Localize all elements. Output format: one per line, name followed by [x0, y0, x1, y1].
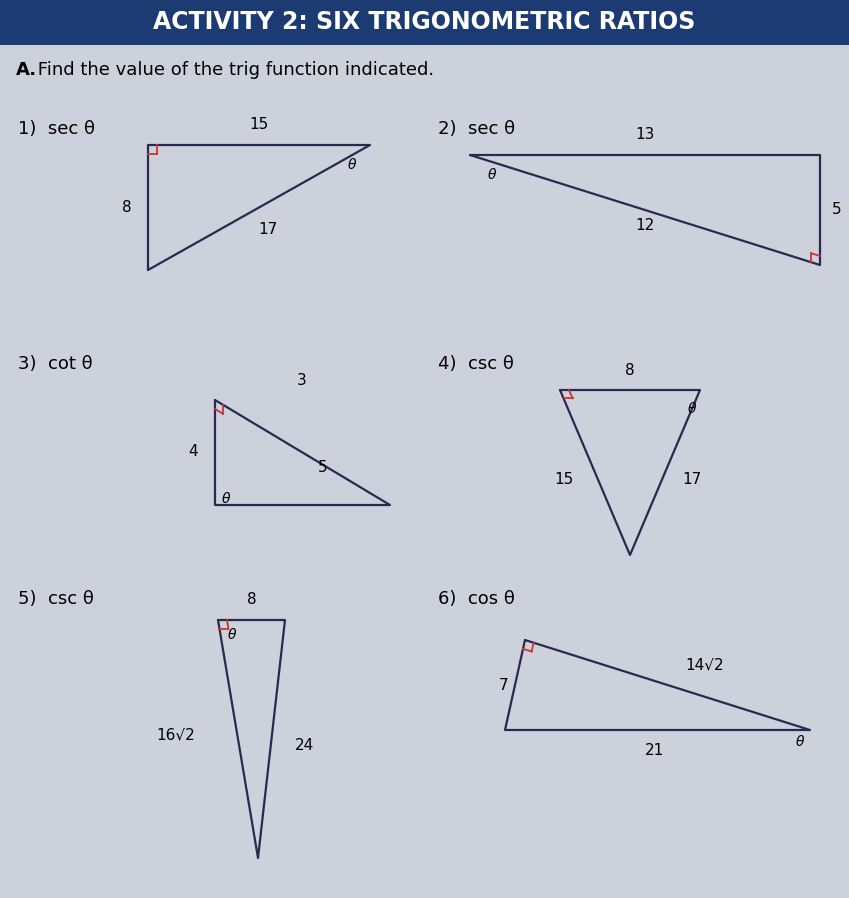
- Bar: [0, 0, 849, 45]
- Text: 4: 4: [188, 445, 198, 460]
- Text: 17: 17: [258, 222, 278, 237]
- Text: θ: θ: [796, 735, 805, 749]
- Text: 13: 13: [635, 127, 655, 142]
- Text: 1)  sec θ: 1) sec θ: [18, 120, 95, 138]
- Text: Find the value of the trig function indicated.: Find the value of the trig function indi…: [32, 61, 434, 79]
- Text: 15: 15: [250, 117, 268, 132]
- Text: θ: θ: [228, 628, 237, 642]
- Text: 8: 8: [122, 199, 132, 215]
- Text: 8: 8: [625, 363, 635, 378]
- Text: 5: 5: [318, 461, 328, 476]
- Text: 3: 3: [297, 373, 306, 388]
- Text: 21: 21: [645, 743, 665, 758]
- Text: 24: 24: [295, 737, 314, 753]
- Text: 8: 8: [247, 592, 256, 607]
- Text: 15: 15: [554, 472, 574, 488]
- Text: 17: 17: [682, 472, 701, 488]
- Text: 5: 5: [832, 203, 841, 217]
- Text: 12: 12: [635, 218, 655, 233]
- Text: A.: A.: [16, 61, 37, 79]
- Text: 2)  sec θ: 2) sec θ: [438, 120, 515, 138]
- Text: 3)  cot θ: 3) cot θ: [18, 355, 93, 373]
- Text: 5)  csc θ: 5) csc θ: [18, 590, 94, 608]
- Text: θ: θ: [488, 168, 497, 182]
- Text: 14√2: 14√2: [685, 657, 723, 672]
- Text: θ: θ: [222, 492, 230, 506]
- Text: 6)  cos θ: 6) cos θ: [438, 590, 514, 608]
- Text: θ: θ: [688, 402, 696, 416]
- Text: 16√2: 16√2: [156, 727, 195, 743]
- Text: 7: 7: [498, 677, 508, 692]
- Text: θ: θ: [348, 158, 357, 172]
- Text: 4)  csc θ: 4) csc θ: [438, 355, 514, 373]
- Text: ACTIVITY 2: SIX TRIGONOMETRIC RATIOS: ACTIVITY 2: SIX TRIGONOMETRIC RATIOS: [153, 10, 695, 34]
